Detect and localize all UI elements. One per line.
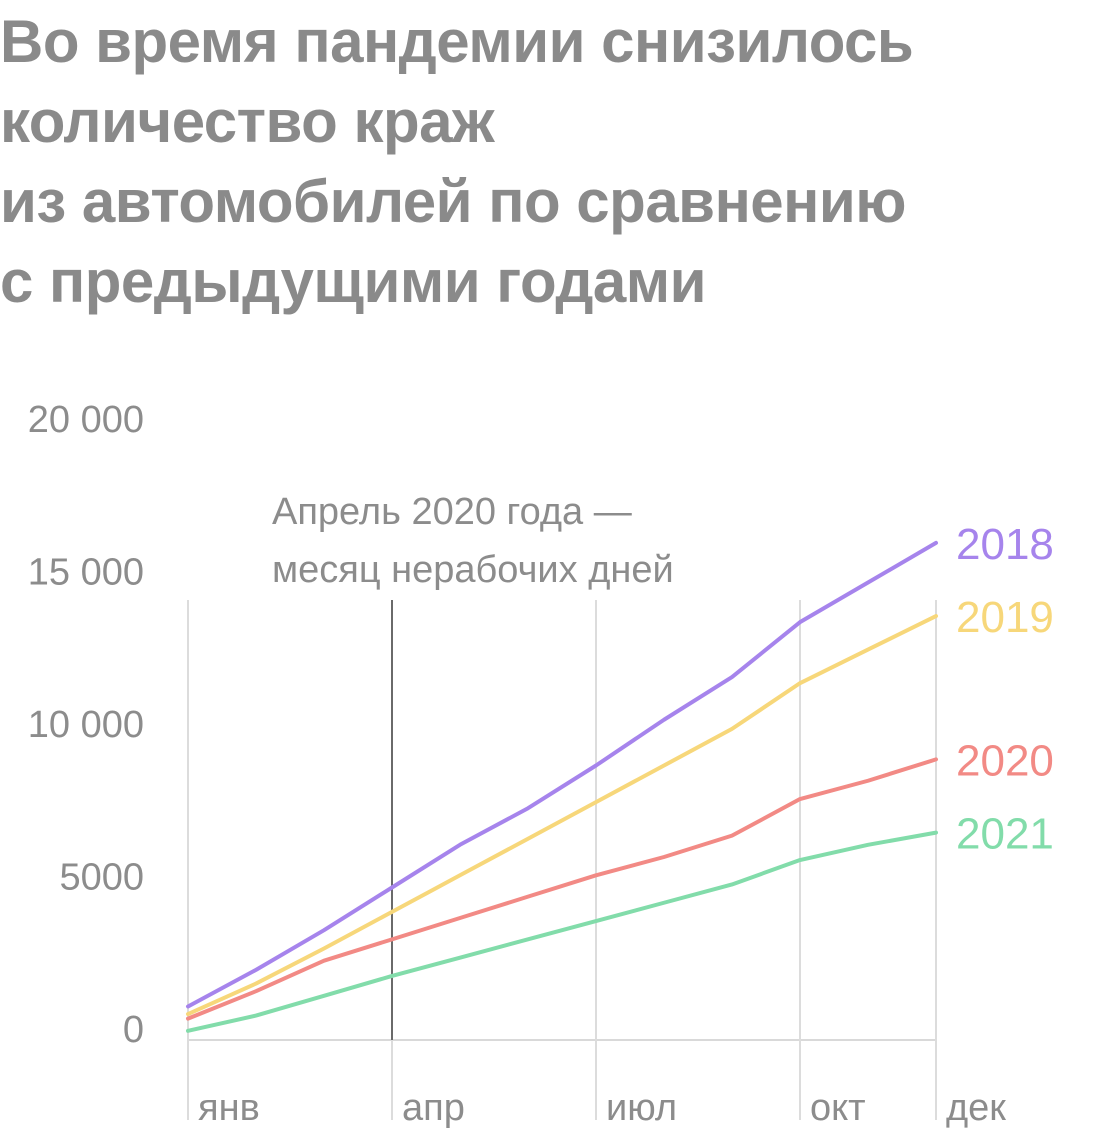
series-label-2021: 2021 [956,810,1054,859]
title-line-4: с предыдущими годами [0,248,707,315]
x-tick-label: окт [810,1087,866,1129]
series-lines [186,540,938,1033]
series-line-2018 [186,540,938,1009]
y-tick-label: 0 [123,1009,144,1051]
series-line-2020 [186,757,938,1021]
x-tick-label: июл [606,1087,677,1129]
series-label-2020: 2020 [956,736,1054,785]
y-axis: 0 5000 10 000 15 000 20 000 [28,399,144,1051]
x-tick-label: дек [946,1087,1006,1129]
title-line-2: количество краж [0,88,495,155]
grid-lines [187,600,937,1120]
annotation: Апрель 2020 года — месяц нерабочих дней [272,491,674,1040]
x-tick-label: янв [198,1087,260,1129]
y-tick-label: 10 000 [28,704,144,746]
x-tick-label: апр [402,1087,465,1129]
series-label-2018: 2018 [956,520,1054,569]
y-tick-label: 5000 [59,857,144,899]
series-labels: 2018 2019 2020 2021 [956,520,1054,859]
annotation-text: Апрель 2020 года — [272,491,632,533]
title-line-1: Во время пандемии снизилось [0,8,914,75]
title-line-3: из автомобилей по сравнению [0,168,907,235]
series-line-2021 [186,830,938,1033]
series-line-2019 [186,614,938,1017]
series-label-2019: 2019 [956,593,1054,642]
y-tick-label: 20 000 [28,399,144,441]
chart-title: Во время пандемии снизилось количество к… [0,2,1110,322]
x-axis: янв апр июл окт дек [198,1087,1006,1129]
annotation-text: месяц нерабочих дней [272,549,674,591]
y-tick-label: 15 000 [28,552,144,594]
